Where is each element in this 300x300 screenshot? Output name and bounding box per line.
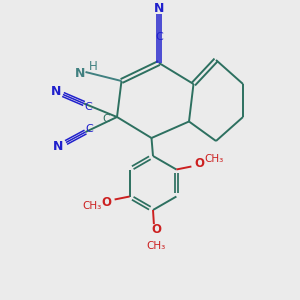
Text: C: C [103,113,110,124]
Text: O: O [101,196,112,209]
Text: H: H [88,60,98,73]
Text: CH₃: CH₃ [146,241,166,251]
Text: C: C [85,124,93,134]
Text: CH₃: CH₃ [204,154,224,164]
Text: O: O [194,157,204,170]
Text: CH₃: CH₃ [82,201,101,212]
Text: N: N [75,67,85,80]
Text: O: O [151,223,161,236]
Text: C: C [85,101,92,112]
Text: N: N [53,140,64,154]
Text: C: C [155,32,163,43]
Text: N: N [51,85,62,98]
Text: N: N [154,2,164,16]
